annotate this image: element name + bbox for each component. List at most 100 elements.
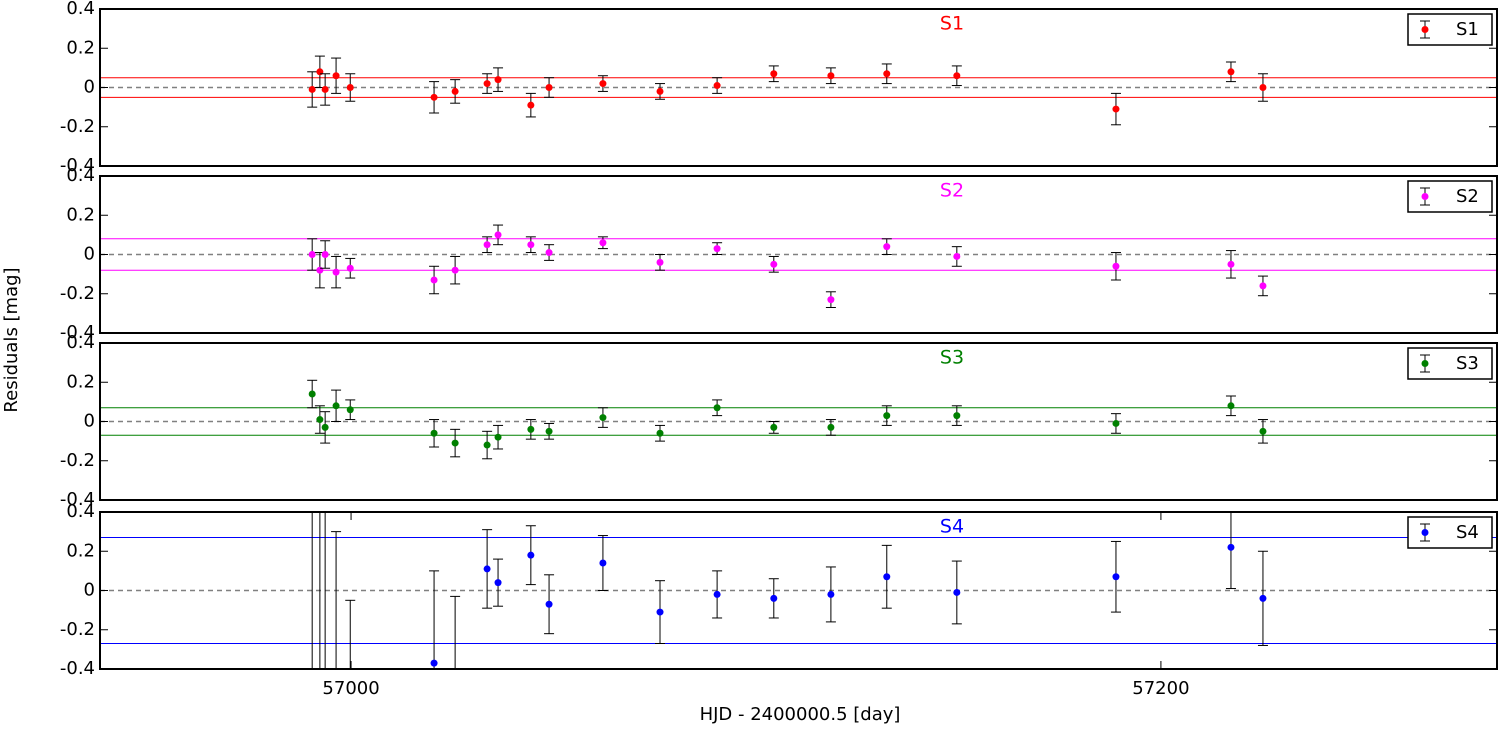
data-point [1227, 260, 1235, 268]
y-tick-label: 0 [84, 411, 95, 432]
data-point [827, 72, 835, 80]
panel-frame [99, 8, 1498, 167]
data-point [1112, 105, 1120, 113]
plot-area [100, 224, 1497, 308]
data-point [494, 76, 502, 84]
error-bar [324, 512, 326, 669]
data-point [599, 80, 607, 88]
x-axis-label: HJD - 2400000.5 [day] [700, 704, 901, 725]
y-axis-label: Residuals [mag] [1, 267, 22, 412]
data-point [527, 551, 535, 559]
data-point [308, 251, 316, 258]
y-tick-label: 0.4 [66, 332, 95, 353]
y-tick-label: 0 [84, 77, 95, 98]
data-point [332, 402, 340, 410]
y-tick-label: -0.4 [60, 658, 95, 679]
data-point [545, 600, 553, 608]
error-bar [319, 512, 321, 669]
data-point [322, 705, 329, 712]
data-point [656, 608, 664, 616]
data-point [483, 565, 491, 573]
y-tick-label: 0 [84, 244, 95, 265]
y-tick-label: 0.4 [66, 0, 95, 19]
y-tick-label: 0.2 [66, 37, 95, 58]
data-point [527, 425, 535, 433]
data-point [451, 87, 459, 95]
data-point [308, 85, 316, 93]
data-point [308, 390, 316, 398]
y-tick-label: -0.2 [60, 619, 95, 640]
data-point [1112, 262, 1120, 270]
data-point [827, 423, 835, 431]
legend-marker [1421, 193, 1429, 200]
panel-title: S2 [940, 180, 964, 202]
data-point [430, 276, 438, 284]
legend-label: S1 [1456, 19, 1479, 40]
legend-label: S3 [1456, 353, 1479, 374]
legend-marker [1421, 360, 1429, 367]
y-tick-label: 0 [84, 580, 95, 601]
legend-box [1407, 13, 1493, 46]
data-point [1227, 402, 1235, 410]
data-point [451, 439, 459, 447]
data-point [346, 84, 354, 91]
data-point [1112, 573, 1120, 581]
legend-marker [1421, 26, 1429, 33]
y-tick-label: 0.4 [66, 501, 95, 522]
plot-area [100, 55, 1497, 126]
data-point [430, 429, 438, 437]
data-point [1227, 543, 1235, 551]
error-bar [311, 512, 313, 669]
y-tick-label: 0.2 [66, 204, 95, 225]
data-point [332, 268, 340, 276]
data-point [1227, 68, 1235, 76]
panel-frame [99, 175, 1498, 334]
data-point [527, 241, 535, 249]
data-point [483, 80, 491, 88]
panel-frame [99, 342, 1498, 501]
data-point [883, 70, 891, 78]
data-point [770, 260, 778, 268]
legend-box [1407, 516, 1493, 549]
data-point [599, 559, 607, 567]
data-point [656, 87, 664, 95]
data-point [430, 93, 438, 101]
data-point [656, 258, 664, 266]
data-point [770, 70, 778, 78]
data-point [545, 249, 553, 257]
data-point [953, 412, 961, 420]
data-point [494, 433, 502, 441]
y-tick-label: 0.2 [66, 371, 95, 392]
y-tick-label: -0.4 [60, 489, 95, 510]
legend-label: S4 [1456, 522, 1479, 543]
y-tick-label: -0.2 [60, 116, 95, 137]
data-point [483, 441, 491, 449]
data-point [713, 245, 721, 253]
data-point [953, 252, 961, 260]
legend-label: S2 [1456, 186, 1479, 207]
error-bar [450, 595, 461, 669]
y-tick-label: -0.4 [60, 322, 95, 343]
legend-box [1407, 180, 1493, 213]
data-point [713, 590, 721, 598]
error-bar [345, 599, 356, 669]
data-point [452, 685, 459, 692]
data-point [1259, 282, 1267, 290]
data-point [827, 590, 835, 598]
y-tick-label: 0.4 [66, 165, 95, 186]
data-point [430, 659, 438, 667]
data-point [545, 84, 553, 91]
data-point [770, 594, 778, 602]
data-point [1259, 427, 1267, 435]
data-point [770, 423, 778, 431]
data-point [713, 404, 721, 412]
y-tick-label: -0.4 [60, 155, 95, 176]
data-point [656, 429, 664, 437]
data-point [346, 406, 354, 414]
data-point [483, 241, 491, 249]
data-point [451, 266, 459, 274]
data-point [713, 82, 721, 90]
x-tick-label: 57000 [322, 678, 379, 699]
data-point [332, 72, 340, 80]
